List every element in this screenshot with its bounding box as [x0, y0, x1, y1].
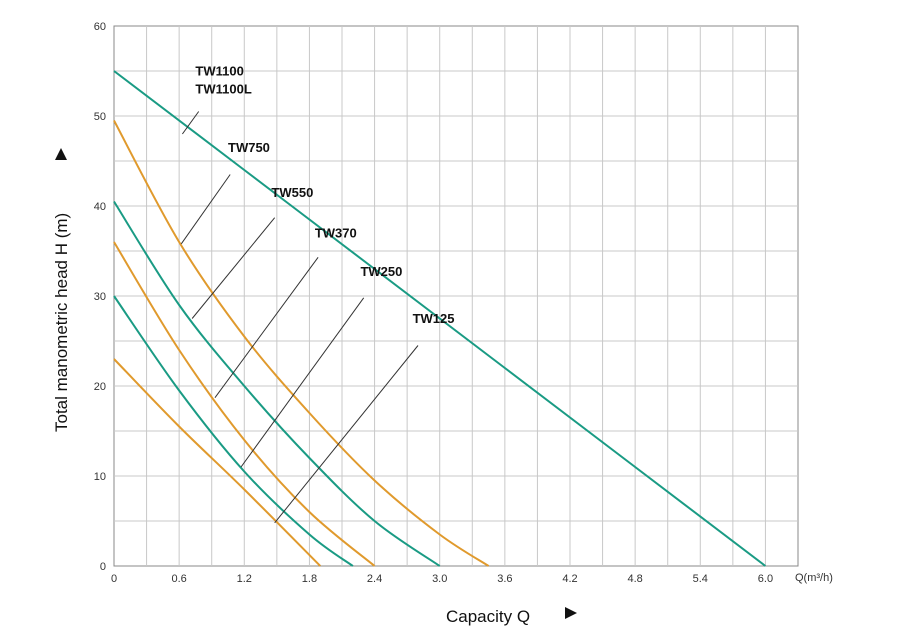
x-tick-label: 2.4: [367, 573, 382, 585]
series-label: TW1100L: [195, 82, 251, 97]
y-tick-label: 10: [94, 471, 106, 483]
series-curves: [113, 70, 767, 567]
label-leaders: [180, 111, 419, 524]
x-tick-labels: 0 0.6 1.2 1.8 2.4 3.0 3.6 4.2 4.8 5.4 6.0: [111, 573, 773, 585]
series-line: [113, 358, 321, 567]
y-tick-labels: 0 10 20 30 40 50 60: [94, 21, 106, 573]
series-label: TW125: [413, 311, 455, 326]
x-tick-label: 5.4: [693, 573, 708, 585]
series-label: TW1100: [195, 64, 243, 79]
x-tick-label: 3.6: [497, 573, 512, 585]
y-tick-label: 30: [94, 291, 106, 303]
y-axis-arrow-icon: [55, 148, 67, 160]
y-tick-label: 60: [94, 21, 106, 33]
x-unit-label: Q(m³/h): [795, 572, 833, 584]
x-axis-title: Capacity Q: [446, 607, 530, 626]
x-tick-label: 1.2: [237, 573, 252, 585]
grid: [114, 26, 798, 566]
x-tick-label: 4.8: [627, 573, 642, 585]
y-tick-label: 40: [94, 201, 106, 213]
y-axis-title: Total manometric head H (m): [52, 213, 71, 432]
label-leader-line: [180, 174, 231, 245]
series-line: [113, 200, 441, 567]
series-line: [113, 120, 490, 567]
series-label: TW250: [360, 264, 402, 279]
label-leader-line: [214, 257, 319, 398]
series-label: TW550: [271, 185, 313, 200]
x-axis-arrow-icon: [565, 607, 577, 619]
label-leader-line: [274, 345, 419, 524]
x-tick-label: 1.8: [302, 573, 317, 585]
x-tick-label: 0.6: [171, 573, 186, 585]
label-leader-line: [191, 217, 276, 319]
label-leader-line: [240, 297, 365, 468]
x-tick-label: 6.0: [758, 573, 773, 585]
label-leader-line: [181, 111, 200, 135]
y-tick-label: 0: [100, 561, 106, 573]
x-tick-label: 4.2: [562, 573, 577, 585]
series-line: [113, 295, 354, 567]
series-line: [113, 241, 376, 567]
y-tick-label: 50: [94, 111, 106, 123]
series-labels: TW1100 TW1100L TW750 TW550 TW370 TW250 TW125: [195, 64, 454, 327]
x-tick-label: 0: [111, 573, 117, 585]
series-line: [113, 70, 767, 567]
x-tick-label: 3.0: [432, 573, 447, 585]
series-label: TW750: [228, 140, 270, 155]
y-tick-label: 20: [94, 381, 106, 393]
series-label: TW370: [315, 226, 357, 241]
